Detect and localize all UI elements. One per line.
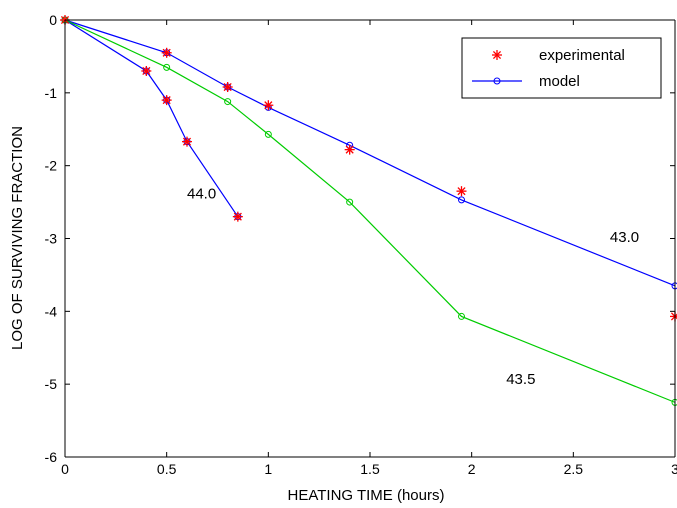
legend-box [461, 37, 662, 99]
x-tick-label: 0.5 [157, 461, 177, 477]
legend-label: experimental [539, 47, 625, 64]
experimental-point [161, 95, 172, 106]
series-2-point [224, 98, 232, 106]
series-2-point [163, 63, 171, 71]
x-tick-label: 1.5 [360, 461, 380, 477]
experimental-point [182, 136, 192, 147]
temperature-label: 44.0 [187, 185, 216, 202]
experimental-point [222, 82, 233, 93]
axes: 0 0.5 1 1.5 2 2.5 3 0 -1 -2 -3 -4 -5 -6 [45, 12, 677, 477]
series-2-point [264, 130, 272, 138]
experimental-point [161, 47, 172, 58]
y-tick-label: -2 [45, 158, 58, 174]
series-line-2 [64, 19, 676, 403]
experimental-point [456, 186, 467, 197]
y-tick-label: 0 [49, 12, 57, 28]
series-2-point [458, 312, 465, 320]
annotations: 44.0 43.0 43.5 [187, 185, 639, 388]
legend-label: model [539, 73, 580, 90]
x-tick-label: 3 [671, 461, 677, 477]
series-2-point [346, 198, 354, 206]
y-tick-label: -6 [45, 449, 58, 465]
x-tick-label: 0 [61, 461, 69, 477]
x-tick-label: 1 [264, 461, 272, 477]
legend-asterisk-icon [492, 50, 502, 60]
series-1-point [458, 196, 465, 204]
experimental-point [141, 65, 152, 76]
temperature-label: 43.0 [610, 229, 639, 246]
legend-circle-icon [493, 77, 501, 85]
legend: experimental model [461, 37, 662, 99]
temperature-label: 43.5 [506, 371, 535, 388]
experimental-point [344, 144, 355, 155]
y-tick-label: -1 [45, 85, 58, 101]
x-axis-title: HEATING TIME (hours) [288, 487, 445, 504]
y-axis-title: LOG OF SURVIVING FRACTION [9, 126, 26, 350]
x-tick-label: 2 [468, 461, 476, 477]
x-tick-label: 2.5 [564, 461, 584, 477]
y-tick-label: -4 [45, 303, 58, 319]
y-tick-label: -3 [45, 231, 58, 247]
experimental-point [263, 100, 274, 111]
y-tick-label: -5 [45, 376, 58, 392]
experimental-point [232, 211, 243, 222]
